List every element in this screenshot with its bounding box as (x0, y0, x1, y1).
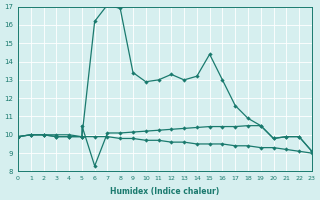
X-axis label: Humidex (Indice chaleur): Humidex (Indice chaleur) (110, 187, 220, 196)
